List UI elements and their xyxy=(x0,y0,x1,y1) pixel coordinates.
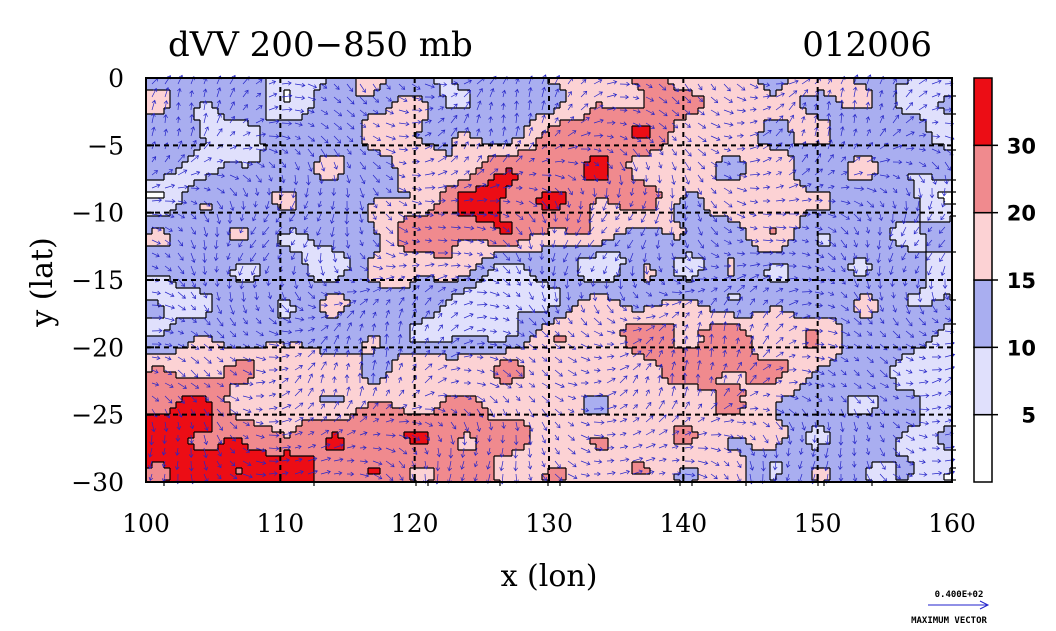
colorbar-band xyxy=(973,413,993,483)
y-tick-label: 0 xyxy=(108,64,124,93)
colorbar-label: 20 xyxy=(1007,202,1036,226)
y-tick-label: −15 xyxy=(71,266,124,295)
x-axis-label: x (lon) xyxy=(501,559,598,594)
vector-legend-caption: MAXIMUM VECTOR xyxy=(911,616,987,626)
x-tick-label: 100 xyxy=(122,509,170,538)
y-tick-label: −30 xyxy=(71,468,124,497)
date-label: 012006 xyxy=(802,25,932,65)
x-tick-label: 110 xyxy=(256,509,304,538)
colorbar: 5 10 15 20 30 xyxy=(973,77,1036,483)
x-tick-label: 140 xyxy=(659,509,707,538)
colorbar-label: 30 xyxy=(1007,134,1036,158)
wind-vectors xyxy=(148,74,956,485)
chart-title: dVV 200−850 mb xyxy=(168,25,473,65)
colorbar-label: 5 xyxy=(1021,404,1036,428)
x-tick-label: 160 xyxy=(928,509,976,538)
colorbar-label: 10 xyxy=(1007,336,1036,360)
vector-legend-arrowhead xyxy=(979,600,990,610)
y-axis-label: y (lat) xyxy=(25,237,60,327)
colorbar-band xyxy=(973,346,993,416)
colorbar-band xyxy=(973,211,993,281)
colored-field xyxy=(146,78,953,483)
y-tick-label: −5 xyxy=(87,131,124,160)
vector-legend: 0.400E+02 MAXIMUM VECTOR xyxy=(911,590,990,626)
y-axis-ticks: 0 −5 −10 −15 −20 −25 −30 xyxy=(71,64,154,497)
colorbar-label: 15 xyxy=(1007,269,1036,293)
vector-legend-value: 0.400E+02 xyxy=(935,590,984,600)
grid-lines xyxy=(146,78,952,482)
colorbar-band xyxy=(973,144,993,214)
y-tick-label: −20 xyxy=(71,333,124,362)
colorbar-band xyxy=(973,279,993,349)
x-tick-label: 130 xyxy=(525,509,573,538)
y-tick-label: −10 xyxy=(71,199,124,228)
colorbar-band xyxy=(973,77,993,147)
x-tick-label: 120 xyxy=(391,509,439,538)
x-axis-ticks: 100 110 120 130 140 150 160 xyxy=(122,474,976,538)
y-tick-label: −25 xyxy=(71,401,124,430)
x-tick-label: 150 xyxy=(794,509,842,538)
